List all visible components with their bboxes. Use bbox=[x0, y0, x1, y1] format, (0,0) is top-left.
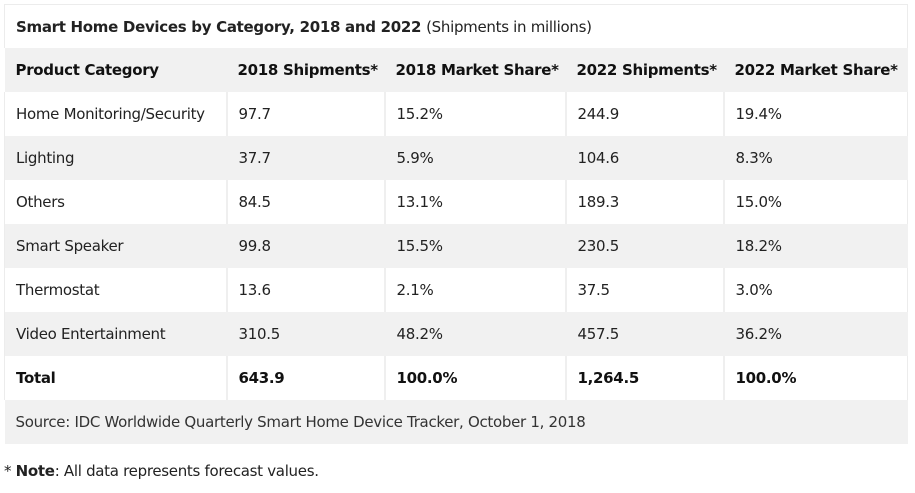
cell-2018-market-share: 15.5% bbox=[384, 224, 567, 268]
cell-2022-market-share: 15.0% bbox=[723, 180, 908, 224]
table-row: Lighting 37.7 5.9% 104.6 8.3% bbox=[4, 136, 908, 180]
cell-2022-shipments: 37.5 bbox=[565, 268, 725, 312]
cell-2018-shipments: 84.5 bbox=[226, 180, 386, 224]
total-2018-market-share: 100.0% bbox=[384, 356, 567, 400]
total-2022-market-share: 100.0% bbox=[723, 356, 908, 400]
footnote-asterisk: * bbox=[4, 462, 16, 480]
cell-2022-shipments: 104.6 bbox=[565, 136, 725, 180]
cell-2022-market-share: 18.2% bbox=[723, 224, 908, 268]
cell-category: Others bbox=[4, 180, 228, 224]
cell-category: Smart Speaker bbox=[4, 224, 228, 268]
table-row: Video Entertainment 310.5 48.2% 457.5 36… bbox=[4, 312, 908, 356]
column-header-2022-market-share: 2022 Market Share* bbox=[723, 48, 908, 92]
cell-2018-market-share: 2.1% bbox=[384, 268, 567, 312]
footnote-label: Note bbox=[15, 462, 55, 480]
table-title: Smart Home Devices by Category, 2018 and… bbox=[4, 4, 908, 48]
table-title-bold: Smart Home Devices by Category, 2018 and… bbox=[16, 17, 422, 36]
cell-2018-shipments: 37.7 bbox=[226, 136, 386, 180]
cell-2018-shipments: 99.8 bbox=[226, 224, 386, 268]
smart-home-table-container: Smart Home Devices by Category, 2018 and… bbox=[4, 4, 908, 444]
cell-2018-shipments: 13.6 bbox=[226, 268, 386, 312]
table-title-suffix: (Shipments in millions) bbox=[426, 17, 592, 36]
cell-category: Lighting bbox=[4, 136, 228, 180]
footnote-text: : All data represents forecast values. bbox=[54, 462, 319, 480]
cell-2022-market-share: 19.4% bbox=[723, 92, 908, 136]
column-header-2022-shipments: 2022 Shipments* bbox=[565, 48, 724, 92]
table-source-row: Source: IDC Worldwide Quarterly Smart Ho… bbox=[4, 400, 908, 444]
cell-2018-market-share: 13.1% bbox=[384, 180, 567, 224]
cell-2018-market-share: 48.2% bbox=[384, 312, 567, 356]
cell-2022-shipments: 244.9 bbox=[565, 92, 725, 136]
cell-2022-market-share: 3.0% bbox=[723, 268, 908, 312]
cell-2018-market-share: 5.9% bbox=[384, 136, 567, 180]
cell-2022-shipments: 230.5 bbox=[565, 224, 725, 268]
total-2018-shipments: 643.9 bbox=[226, 356, 386, 400]
cell-2018-market-share: 15.2% bbox=[384, 92, 567, 136]
cell-category: Home Monitoring/Security bbox=[4, 92, 228, 136]
cell-2018-shipments: 97.7 bbox=[226, 92, 386, 136]
cell-category: Thermostat bbox=[4, 268, 228, 312]
table-total-row: Total 643.9 100.0% 1,264.5 100.0% bbox=[4, 356, 908, 400]
table-row: Others 84.5 13.1% 189.3 15.0% bbox=[4, 180, 908, 224]
total-label: Total bbox=[4, 356, 228, 400]
total-2022-shipments: 1,264.5 bbox=[565, 356, 725, 400]
table-row: Home Monitoring/Security 97.7 15.2% 244.… bbox=[4, 92, 908, 136]
column-header-2018-shipments: 2018 Shipments* bbox=[226, 48, 385, 92]
cell-category: Video Entertainment bbox=[4, 312, 228, 356]
cell-2022-market-share: 36.2% bbox=[723, 312, 908, 356]
footnote: * Note: All data represents forecast val… bbox=[4, 462, 319, 480]
smart-home-devices-table: Smart Home Devices by Category, 2018 and… bbox=[4, 4, 908, 444]
cell-2018-shipments: 310.5 bbox=[226, 312, 386, 356]
column-header-product-category: Product Category bbox=[4, 48, 227, 92]
cell-2022-shipments: 457.5 bbox=[565, 312, 725, 356]
table-row: Thermostat 13.6 2.1% 37.5 3.0% bbox=[4, 268, 908, 312]
source-citation: Source: IDC Worldwide Quarterly Smart Ho… bbox=[4, 400, 908, 444]
table-header-row: Product Category 2018 Shipments* 2018 Ma… bbox=[4, 48, 908, 92]
table-title-row: Smart Home Devices by Category, 2018 and… bbox=[4, 4, 908, 48]
column-header-2018-market-share: 2018 Market Share* bbox=[384, 48, 566, 92]
table-row: Smart Speaker 99.8 15.5% 230.5 18.2% bbox=[4, 224, 908, 268]
cell-2022-market-share: 8.3% bbox=[723, 136, 908, 180]
cell-2022-shipments: 189.3 bbox=[565, 180, 725, 224]
